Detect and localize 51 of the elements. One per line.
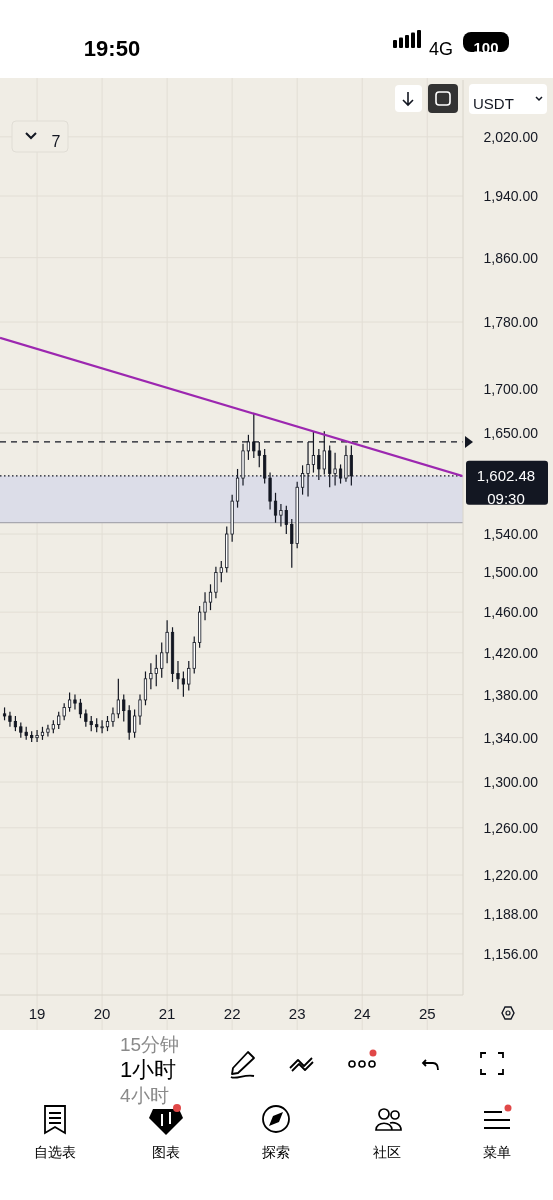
x-tick-label: 22 xyxy=(223,1005,241,1022)
y-tick-label: 1,260.00 xyxy=(483,819,539,836)
text: 探索 xyxy=(262,1143,290,1160)
text: 图表 xyxy=(152,1143,180,1160)
x-tick-label: 19 xyxy=(28,1005,46,1022)
y-tick-label: 1,340.00 xyxy=(483,729,539,746)
x-tick-label: 24 xyxy=(353,1005,371,1022)
y-tick-label: 1,650.00 xyxy=(483,424,539,441)
text: 菜单 xyxy=(483,1143,511,1160)
text: 4G xyxy=(428,38,454,59)
candlestick xyxy=(116,678,120,719)
y-tick-label: 1,500.00 xyxy=(483,564,539,581)
text: 社区 xyxy=(373,1143,401,1160)
text: 09:30 xyxy=(487,489,525,507)
y-tick-label: 1,156.00 xyxy=(483,945,539,962)
ref-line-label: 1,602.48 xyxy=(476,467,536,485)
candlestick xyxy=(176,660,180,690)
y-tick-label: 1,188.00 xyxy=(483,905,539,922)
y-tick-label: 1,860.00 xyxy=(483,249,539,266)
candlestick xyxy=(78,698,83,719)
y-tick-label: 1,700.00 xyxy=(483,381,539,398)
text: 4小时 xyxy=(120,1085,169,1107)
text: USDT xyxy=(473,94,514,112)
text: 15分钟 xyxy=(120,1034,180,1056)
y-tick-label: 1,380.00 xyxy=(483,686,539,703)
candlestick xyxy=(111,706,115,728)
candlestick xyxy=(203,591,207,621)
text: 自选表 xyxy=(34,1143,76,1160)
candlestick xyxy=(273,492,278,524)
y-tick-label: 1,220.00 xyxy=(483,866,539,883)
candlestick xyxy=(181,670,185,698)
candlestick xyxy=(143,670,148,706)
y-tick-label: 1,540.00 xyxy=(483,525,539,542)
candlestick xyxy=(67,691,72,713)
y-tick-label: 1,420.00 xyxy=(483,644,539,661)
y-tick-label: 1,780.00 xyxy=(483,313,539,330)
x-tick-label: 20 xyxy=(93,1005,111,1022)
y-tick-label: 1,940.00 xyxy=(483,187,539,204)
candlestick xyxy=(73,694,77,711)
candlestick xyxy=(208,583,213,611)
y-tick-label: 1,460.00 xyxy=(483,604,539,621)
x-tick-label: 21 xyxy=(158,1005,176,1022)
annotation: 7 xyxy=(51,133,61,151)
text: 19:50 xyxy=(83,35,141,61)
text: 1小时 xyxy=(120,1056,177,1082)
y-tick-label: 2,020.00 xyxy=(483,128,539,145)
candlestick xyxy=(133,708,137,739)
x-tick-label: 23 xyxy=(288,1005,306,1022)
x-tick-label: 25 xyxy=(418,1005,436,1022)
y-tick-label: 1,300.00 xyxy=(483,773,539,790)
candlestick xyxy=(138,694,142,726)
